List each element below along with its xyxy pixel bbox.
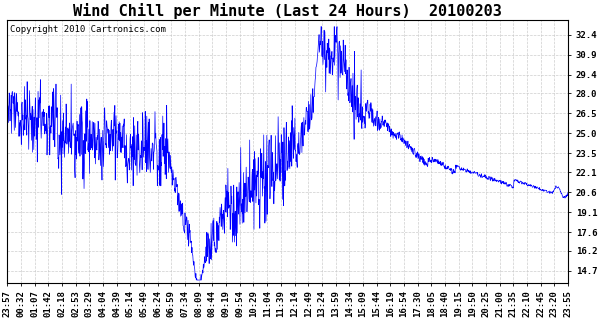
Text: Copyright 2010 Cartronics.com: Copyright 2010 Cartronics.com: [10, 25, 166, 34]
Title: Wind Chill per Minute (Last 24 Hours)  20100203: Wind Chill per Minute (Last 24 Hours) 20…: [73, 3, 502, 19]
